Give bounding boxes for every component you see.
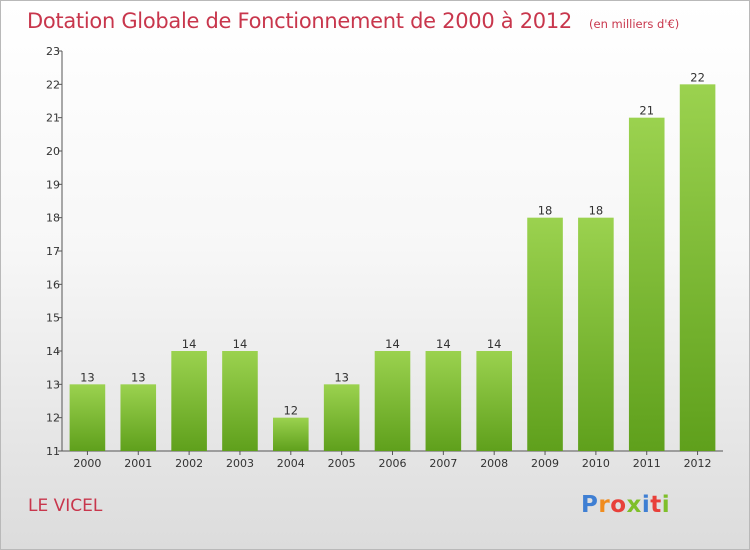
y-tick-label: 19 — [46, 178, 60, 191]
chart-labels: 2000 13 2001 13 2002 14 2003 14 2004 12 2005 13 2006… — [73, 70, 711, 470]
logo-letter: o — [610, 492, 627, 518]
chart-axes: 11 12 13 14 15 16 17 18 19 20 21 22 23 — [46, 45, 723, 458]
x-tick-label: 2003 — [226, 457, 254, 470]
bar-value-label: 13 — [334, 370, 349, 384]
x-tick-label: 2009 — [531, 457, 559, 470]
y-tick-label: 17 — [46, 245, 60, 258]
bar — [527, 217, 563, 451]
bar-value-label: 14 — [233, 337, 248, 351]
y-tick-label: 14 — [46, 345, 60, 358]
bar — [578, 217, 614, 451]
bar-value-label: 18 — [538, 204, 553, 218]
y-tick-label: 13 — [46, 378, 60, 391]
y-tick-label: 21 — [46, 112, 60, 125]
logo-letter: i — [641, 492, 651, 518]
bar — [120, 384, 157, 451]
y-tick-label: 16 — [46, 278, 60, 291]
proxiti-logo: Proxiti — [581, 492, 670, 518]
y-tick-label: 12 — [46, 412, 60, 425]
y-tick-label: 11 — [46, 445, 60, 458]
bar-value-label: 14 — [487, 337, 502, 351]
chart-title: Dotation Globale de Fonctionnement de 20… — [27, 9, 572, 33]
chart-subtitle: (en milliers d'€) — [589, 17, 680, 31]
x-tick-label: 2007 — [429, 457, 457, 470]
bar-value-label: 14 — [436, 337, 451, 351]
x-tick-label: 2002 — [175, 457, 203, 470]
bar — [323, 384, 360, 451]
bar-value-label: 12 — [283, 404, 298, 418]
bar — [425, 351, 462, 451]
x-tick-label: 2008 — [480, 457, 508, 470]
chart-title-row: Dotation Globale de Fonctionnement de 20… — [27, 9, 679, 33]
x-tick-label: 2001 — [124, 457, 152, 470]
x-tick-label: 2011 — [633, 457, 661, 470]
chart-bars — [69, 84, 716, 452]
y-tick-label: 15 — [46, 312, 60, 325]
bar-value-label: 21 — [639, 104, 654, 118]
bar — [69, 384, 106, 451]
bar-value-label: 14 — [385, 337, 400, 351]
x-tick-label: 2000 — [73, 457, 101, 470]
x-tick-label: 2006 — [379, 457, 407, 470]
y-tick-label: 20 — [46, 145, 60, 158]
logo-letter: P — [581, 492, 599, 518]
x-tick-label: 2005 — [328, 457, 356, 470]
bar — [628, 117, 665, 452]
y-tick-label: 18 — [46, 212, 60, 225]
town-name: LE VICEL — [28, 496, 103, 516]
logo-letter: i — [661, 492, 671, 518]
bar-value-label: 13 — [80, 370, 95, 384]
logo-letter: t — [650, 492, 662, 518]
bar — [273, 417, 309, 451]
bar — [171, 351, 207, 451]
y-tick-label: 23 — [46, 45, 60, 58]
logo-letter: r — [598, 492, 611, 518]
bar-value-label: 13 — [131, 370, 146, 384]
x-tick-label: 2010 — [582, 457, 610, 470]
bar-value-label: 18 — [589, 204, 604, 218]
bar — [679, 84, 716, 451]
bar — [222, 351, 258, 451]
bar-value-label: 14 — [182, 337, 197, 351]
x-tick-label: 2012 — [684, 457, 712, 470]
bar-value-label: 22 — [690, 70, 705, 84]
logo-letter: x — [626, 492, 642, 518]
bar — [476, 351, 512, 451]
x-tick-label: 2004 — [277, 457, 305, 470]
y-tick-label: 22 — [46, 78, 60, 91]
bar — [374, 351, 411, 451]
